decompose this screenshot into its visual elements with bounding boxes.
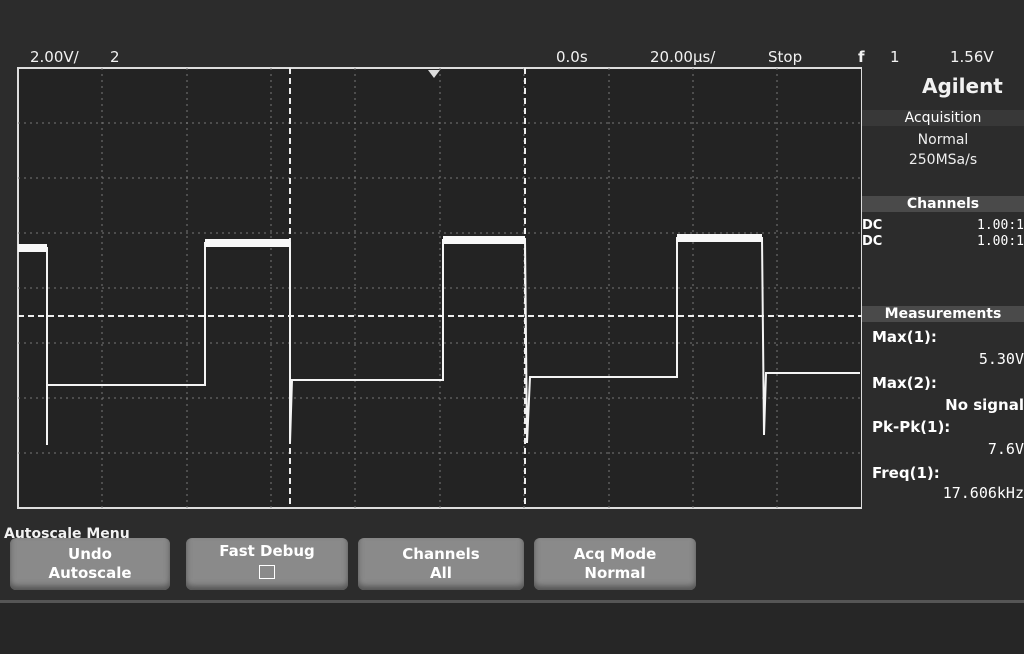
softkey-line: Acq Mode bbox=[534, 545, 696, 564]
meas-label: Pk-Pk(1): bbox=[872, 418, 950, 436]
meas-label: Max(1): bbox=[872, 328, 937, 346]
acq-header: Acquisition bbox=[862, 110, 1024, 126]
ch2-probe: 1.00:1 bbox=[977, 234, 1024, 249]
meas-value: 17.606kHz bbox=[943, 484, 1024, 502]
bezel bbox=[0, 600, 1024, 654]
meas-value: No signal bbox=[945, 396, 1024, 414]
softkey-line: Fast Debug bbox=[186, 542, 348, 561]
ch1-coupling: DC bbox=[862, 218, 882, 233]
softkey-line: Autoscale bbox=[10, 564, 170, 583]
meas-label: Max(2): bbox=[872, 374, 937, 392]
softkey-line: Channels bbox=[358, 545, 524, 564]
waveform-display bbox=[0, 0, 862, 520]
softkey-line: Undo bbox=[10, 545, 170, 564]
meas-value: 5.30V bbox=[979, 350, 1024, 368]
softkey[interactable]: Fast Debug bbox=[186, 538, 348, 590]
checkbox bbox=[259, 565, 275, 579]
ch1-probe: 1.00:1 bbox=[977, 218, 1024, 233]
ch2-coupling: DC bbox=[862, 234, 882, 249]
acq-rate: 250MSa/s bbox=[862, 152, 1024, 168]
softkey-line: All bbox=[358, 564, 524, 583]
meas-label: Freq(1): bbox=[872, 464, 940, 482]
channels-header: Channels bbox=[862, 196, 1024, 212]
brand: Agilent bbox=[922, 74, 1003, 98]
side-panel: Agilent Acquisition Normal 250MSa/s Chan… bbox=[862, 68, 1024, 508]
meas-value: 7.6V bbox=[988, 440, 1024, 458]
measurements-header: Measurements bbox=[862, 306, 1024, 322]
oscilloscope-screen: 2.00V/ 2 0.0s 20.00µs/ Stop f 1 1.56V Ag… bbox=[0, 0, 1024, 654]
trigger-level: 1.56V bbox=[950, 48, 994, 66]
acq-mode: Normal bbox=[862, 132, 1024, 148]
softkey-line: Normal bbox=[534, 564, 696, 583]
trigger-source: 1 bbox=[890, 48, 900, 66]
